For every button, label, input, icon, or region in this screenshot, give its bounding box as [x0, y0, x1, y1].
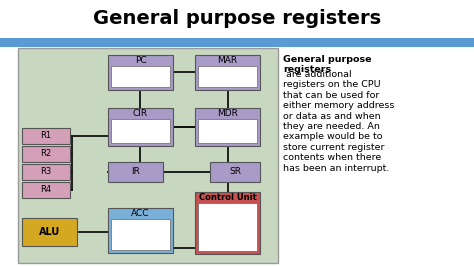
Text: R1: R1 [40, 131, 52, 140]
Bar [22, 146, 70, 162]
Bar [22, 164, 70, 180]
Text: ALU: ALU [39, 227, 60, 237]
Bar [198, 203, 257, 251]
Bar [195, 55, 260, 90]
Text: General purpose
registers: General purpose registers [283, 55, 372, 74]
Text: R2: R2 [40, 149, 52, 159]
Bar [108, 162, 163, 182]
Bar [198, 119, 257, 143]
Text: PC: PC [135, 56, 146, 65]
Bar [22, 218, 77, 246]
Bar [22, 182, 70, 198]
Bar [0, 38, 474, 47]
Text: CIR: CIR [133, 109, 148, 118]
Bar [210, 162, 260, 182]
Bar [111, 66, 170, 87]
Text: General purpose registers: General purpose registers [93, 10, 381, 28]
Bar [22, 128, 70, 144]
Bar [108, 208, 173, 253]
Bar [108, 55, 173, 90]
Bar [195, 108, 260, 146]
Bar [108, 108, 173, 146]
Bar [111, 119, 170, 143]
Bar [18, 48, 278, 263]
Text: IR: IR [131, 168, 140, 177]
Bar [198, 66, 257, 87]
Text: are additional
registers on the CPU
that can be used for
either memory address
o: are additional registers on the CPU that… [283, 70, 394, 173]
Text: SR: SR [229, 168, 241, 177]
Text: R4: R4 [40, 185, 52, 194]
Text: MAR: MAR [218, 56, 237, 65]
Bar [195, 192, 260, 254]
Text: R3: R3 [40, 168, 52, 177]
Text: MDR: MDR [217, 109, 238, 118]
Bar [111, 219, 170, 250]
Text: Control Unit: Control Unit [199, 193, 256, 202]
Text: ACC: ACC [131, 209, 150, 218]
